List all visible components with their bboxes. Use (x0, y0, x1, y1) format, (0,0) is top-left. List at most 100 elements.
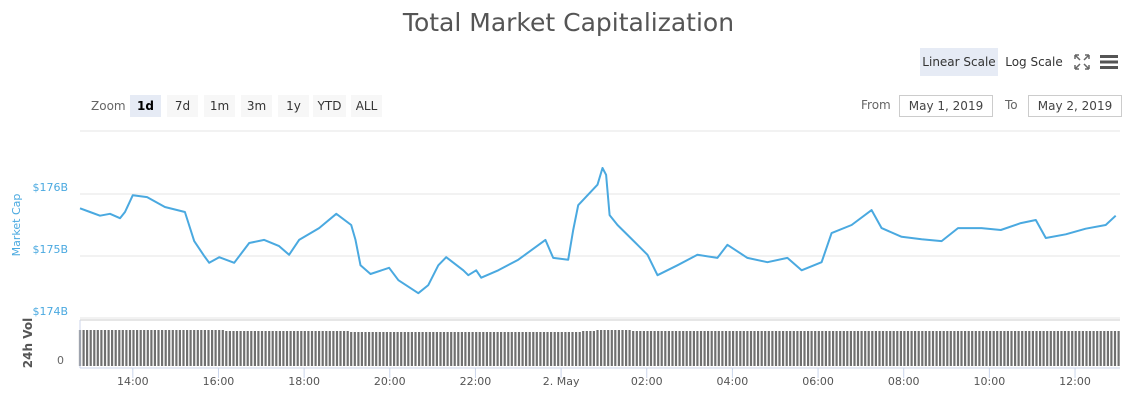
volume-bar (103, 330, 107, 366)
volume-bar (946, 331, 949, 366)
volume-bar (746, 331, 749, 366)
volume-bar (514, 332, 517, 366)
volume-bar (996, 331, 999, 366)
volume-bar (653, 331, 656, 366)
volume-bar (382, 332, 385, 366)
volume-y-tick: 0 (57, 354, 64, 367)
zoom-ytd-button[interactable]: YTD (313, 95, 346, 117)
volume-bar (646, 331, 649, 366)
volume-bar (164, 330, 167, 366)
volume-bar (874, 331, 877, 366)
volume-bar (799, 331, 802, 366)
x-tick-label: 06:00 (802, 375, 834, 388)
volume-bar (1092, 331, 1095, 366)
volume-bar (1035, 331, 1038, 366)
volume-bar (221, 330, 224, 366)
log-scale-button[interactable]: Log Scale (1005, 55, 1063, 69)
volume-bar (760, 331, 763, 366)
volume-bar (146, 330, 149, 366)
volume-bar (89, 330, 92, 366)
linear-scale-button[interactable]: Linear Scale (920, 48, 998, 76)
volume-bar (596, 330, 599, 366)
volume-bar (578, 332, 581, 366)
volume-bar (803, 331, 806, 366)
volume-bar (442, 332, 446, 366)
volume-bar (785, 331, 788, 366)
volume-bar (906, 331, 910, 366)
volume-bar (1088, 331, 1092, 366)
volume-bar (575, 332, 578, 366)
volume-bar (846, 331, 849, 366)
to-label: To (1005, 98, 1018, 112)
volume-bar (396, 332, 399, 366)
volume-bar (414, 332, 417, 366)
volume-bar (460, 332, 463, 366)
fullscreen-icon[interactable] (1073, 53, 1091, 71)
zoom-7d-button[interactable]: 7d (167, 95, 198, 117)
volume-bar (96, 330, 99, 366)
volume-bar (1046, 331, 1049, 366)
volume-bar (1031, 331, 1034, 366)
volume-bar (143, 330, 146, 366)
volume-bar (189, 330, 192, 366)
volume-bar (125, 330, 128, 366)
volume-bar (1010, 331, 1013, 366)
volume-bar (1067, 331, 1070, 366)
volume-bar (664, 331, 667, 366)
volume-bar (535, 332, 538, 366)
volume-bar (450, 332, 453, 366)
volume-bar (592, 331, 595, 366)
x-tick-label: 08:00 (888, 375, 920, 388)
zoom-all-button[interactable]: ALL (351, 95, 382, 117)
volume-bar (310, 331, 314, 366)
volume-bar (182, 330, 185, 366)
volume-bar (685, 331, 688, 366)
y-axis-label: Market Cap (10, 194, 23, 257)
volume-bar (360, 332, 363, 366)
volume-bar (942, 331, 945, 366)
zoom-1m-button[interactable]: 1m (204, 95, 235, 117)
volume-bar (692, 331, 695, 366)
volume-bar (867, 331, 870, 366)
volume-bar (757, 331, 760, 366)
menu-icon[interactable] (1099, 54, 1119, 70)
volume-bar (964, 331, 967, 366)
volume-bar (778, 331, 781, 366)
volume-bar (471, 332, 474, 366)
volume-bar (161, 330, 164, 366)
volume-bar (271, 331, 274, 366)
volume-bar (1103, 331, 1106, 366)
volume-bar (625, 330, 628, 366)
volume-bar (332, 331, 335, 366)
volume-bar (614, 330, 617, 366)
from-date-input[interactable]: May 1, 2019 (899, 95, 993, 117)
volume-bar (842, 331, 845, 366)
volume-bar (721, 331, 724, 366)
volume-bar (1085, 331, 1088, 366)
volume-bar (635, 331, 638, 366)
volume-bar (1003, 331, 1006, 366)
volume-bar (532, 332, 535, 366)
zoom-1y-button[interactable]: 1y (278, 95, 309, 117)
volume-bar (193, 330, 196, 366)
volume-bar (835, 331, 838, 366)
zoom-3m-button[interactable]: 3m (241, 95, 272, 117)
volume-bar (1113, 331, 1117, 366)
volume-bar (878, 331, 881, 366)
to-date-input[interactable]: May 2, 2019 (1028, 95, 1122, 117)
volume-bar (610, 330, 613, 366)
volume-bar (246, 331, 249, 366)
zoom-1d-button[interactable]: 1d (130, 95, 161, 117)
volume-bar (425, 332, 428, 366)
volume-bar (807, 331, 810, 366)
x-tick-label: 04:00 (717, 375, 749, 388)
volume-bar (564, 332, 567, 366)
volume-bar (453, 332, 456, 366)
volume-bar (421, 332, 424, 366)
volume-bar (1060, 331, 1063, 366)
volume-bar (828, 331, 831, 366)
volume-bar (821, 331, 824, 366)
volume-bar (981, 331, 985, 366)
volume-bar (689, 331, 692, 366)
